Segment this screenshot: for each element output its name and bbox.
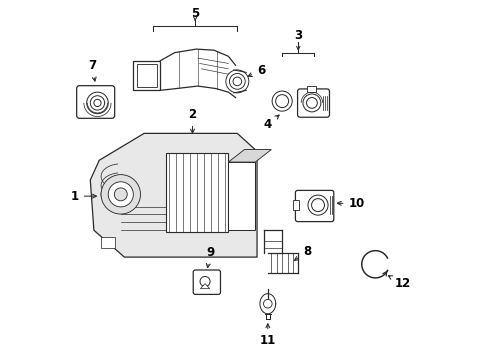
Polygon shape (90, 134, 257, 257)
Circle shape (275, 95, 288, 108)
Circle shape (303, 94, 320, 112)
Text: 3: 3 (294, 29, 302, 42)
Text: 1: 1 (71, 190, 96, 203)
Text: 10: 10 (337, 197, 364, 210)
Circle shape (101, 175, 140, 214)
Polygon shape (200, 284, 209, 289)
Circle shape (94, 99, 101, 107)
Circle shape (307, 195, 327, 215)
Bar (133, 61, 160, 90)
Text: 6: 6 (247, 64, 265, 77)
Circle shape (229, 73, 244, 89)
FancyBboxPatch shape (77, 86, 115, 118)
Circle shape (86, 92, 108, 114)
Circle shape (271, 91, 292, 111)
Circle shape (225, 70, 248, 93)
Bar (101, 237, 115, 248)
Circle shape (233, 77, 241, 86)
Circle shape (311, 199, 324, 212)
Bar (137, 64, 156, 87)
Circle shape (90, 96, 104, 110)
Circle shape (263, 300, 271, 308)
Text: 2: 2 (188, 108, 196, 133)
Text: 5: 5 (191, 7, 199, 20)
FancyBboxPatch shape (295, 190, 333, 222)
Circle shape (108, 182, 133, 207)
Text: 4: 4 (263, 115, 279, 131)
Text: 8: 8 (294, 245, 311, 260)
FancyBboxPatch shape (193, 270, 220, 294)
Bar (165, 153, 228, 232)
FancyBboxPatch shape (297, 89, 329, 117)
Circle shape (306, 98, 317, 108)
Bar (228, 162, 255, 230)
Circle shape (114, 188, 127, 201)
Circle shape (200, 276, 210, 287)
Polygon shape (228, 149, 271, 162)
Bar (306, 86, 316, 92)
Text: 12: 12 (387, 276, 410, 291)
Bar (292, 200, 299, 211)
Text: 11: 11 (259, 324, 275, 347)
Text: 9: 9 (206, 246, 214, 267)
Text: 7: 7 (88, 59, 96, 81)
